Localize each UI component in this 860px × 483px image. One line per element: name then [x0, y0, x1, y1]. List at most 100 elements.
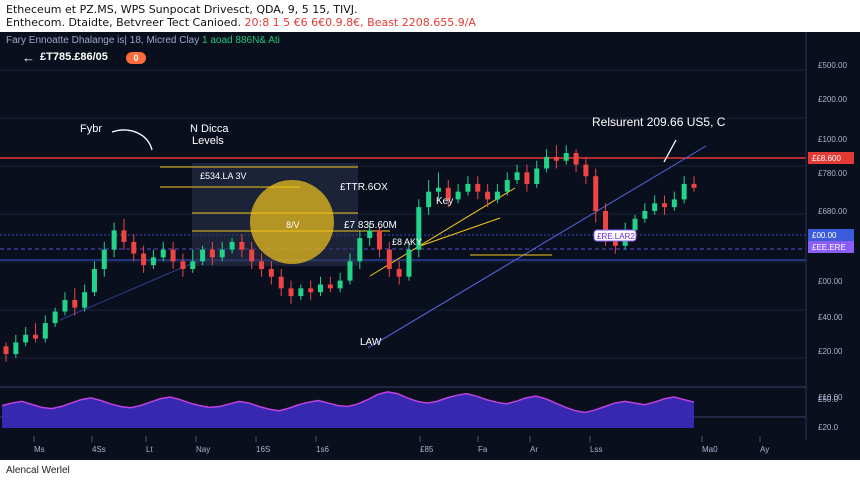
- annotation-arrows: [111, 129, 677, 163]
- purple-tag-label: £RE.LAR2: [597, 232, 635, 241]
- candle-body: [150, 257, 156, 266]
- fib-title-2: Levels: [192, 135, 224, 147]
- toolbar-green-info: 1 aoad 886N& Ati: [202, 35, 280, 46]
- chart-labels: Fybr N Dicca Levels Relsurent 209.66 US5…: [80, 115, 726, 348]
- header-subtitle-text: Enthecom. Dtaidte, Betvreer Tect Canioed…: [6, 16, 241, 29]
- oscillator-tick-label: £50.0: [818, 395, 839, 404]
- candle-body: [327, 284, 333, 289]
- page-footer: Alencal Werlel: [0, 460, 860, 483]
- price-tick-label: £100.00: [818, 135, 847, 144]
- fib-level-1-label: £534.LA 3V: [200, 171, 247, 181]
- price-tick-label: £20.00: [818, 347, 843, 356]
- candle-body: [376, 230, 382, 250]
- candle-body: [632, 218, 638, 231]
- back-arrow-icon[interactable]: ←: [22, 50, 35, 65]
- candle-body: [357, 238, 363, 262]
- candle-body: [278, 276, 284, 289]
- candle-body: [308, 288, 314, 293]
- candle-body: [435, 187, 441, 192]
- candle-body: [101, 249, 107, 269]
- candle-body: [82, 292, 88, 308]
- x-tick-label: Lt: [146, 445, 153, 454]
- candle-body: [52, 311, 58, 324]
- price-tag: [808, 241, 854, 253]
- chart-toolbar[interactable]: Fary Ennoatte Dhalange is| 18, Micred Cl…: [6, 35, 280, 46]
- candle-body: [13, 342, 19, 355]
- price-tick-label: £200.00: [818, 95, 847, 104]
- resistance-arrow-icon: [663, 139, 677, 163]
- price-axis: £500.00 £200.00 £100.00 £780.00 £680.00 £50.0…: [805, 32, 854, 440]
- candle-body: [396, 269, 402, 277]
- candle-body: [347, 261, 353, 281]
- candle-body: [583, 164, 589, 177]
- candle-body: [465, 183, 471, 192]
- price-tag: [808, 152, 854, 164]
- fybr-label: Fybr: [80, 123, 102, 135]
- candle-body: [612, 238, 618, 246]
- support-value-label: £8 AKY: [392, 237, 422, 247]
- candle-body: [249, 249, 255, 262]
- candle-body: [367, 230, 373, 239]
- fib-level-2-label: £TTR.6OX: [340, 182, 388, 193]
- header-price-note: 20:8 1 5 €6 6€0.9.8€, Beast 2208.655.9/A: [244, 16, 476, 29]
- candle-body: [160, 249, 166, 258]
- candle-body: [268, 269, 274, 277]
- candle-body: [642, 211, 648, 219]
- candle-body: [524, 172, 530, 184]
- candle-body: [406, 249, 412, 277]
- candle-body: [475, 183, 481, 192]
- candle-body: [91, 269, 97, 293]
- trend-line-lower: [367, 145, 707, 349]
- candle-body: [121, 230, 127, 242]
- footer-text: Alencal Werlel: [6, 465, 70, 476]
- ticker-label: £T785.£86/05: [40, 51, 108, 63]
- candle-body: [141, 253, 147, 266]
- candle-body: [42, 323, 48, 339]
- candle-body: [23, 334, 29, 343]
- candle-body: [32, 334, 38, 339]
- page-header: Etheceum et PZ.MS, WPS Sunpocat Drivesct…: [0, 0, 860, 32]
- candle-body: [62, 299, 68, 312]
- ticker-badge-text: 0: [133, 53, 139, 63]
- price-tag-label: £00.00: [812, 231, 837, 240]
- price-tick-label: £500.00: [818, 61, 847, 70]
- price-tick-label: £00.00: [818, 277, 843, 286]
- x-tick-label: Nay: [196, 445, 210, 454]
- x-tick-label: Fa: [478, 445, 488, 454]
- fib-highlight-circle: [250, 180, 334, 264]
- candle-body: [445, 187, 451, 200]
- candle-body: [681, 183, 687, 200]
- candle-body: [671, 199, 677, 208]
- candle-body: [573, 153, 579, 165]
- price-tag-label: ££8.600: [812, 154, 841, 163]
- time-axis: Ms 4Ss Lt Nay 16S 1s6 £85 Fa Ar Lss Ma0 Ay: [33, 436, 769, 454]
- x-tick-label: Ma0: [702, 445, 718, 454]
- key-arrow-2: [419, 217, 501, 247]
- key-arrow: [369, 187, 516, 277]
- oscillator-group: [0, 386, 806, 428]
- fib-title-1: N Dicca: [190, 123, 229, 135]
- oscillator-tick-label: £20.0: [818, 423, 839, 432]
- candle-body: [229, 241, 235, 250]
- candle-body: [209, 249, 215, 258]
- key-label: Key: [436, 196, 453, 207]
- x-tick-label: Ay: [760, 445, 769, 454]
- candle-body: [337, 280, 343, 289]
- fibonacci-box: [160, 163, 552, 277]
- header-subtitle: Enthecom. Dtaidte, Betvreer Tect Canioed…: [6, 16, 476, 29]
- purple-tag-box: [593, 229, 637, 242]
- price-tick-label: £10.00: [818, 393, 843, 402]
- candle-body: [180, 261, 186, 269]
- candle-body: [534, 168, 540, 184]
- candle-body: [288, 288, 294, 297]
- candle-body: [544, 156, 550, 169]
- x-tick-label: £85: [420, 445, 434, 454]
- resistance-label: Relsurent 209.66 US5, C: [592, 115, 726, 129]
- candle-body: [3, 346, 9, 355]
- candle-body: [318, 284, 324, 293]
- candle-body: [426, 191, 432, 208]
- candle-body: [662, 203, 668, 208]
- header-title: Etheceum et PZ.MS, WPS Sunpocat Drivesct…: [6, 3, 358, 16]
- candle-body: [170, 249, 176, 262]
